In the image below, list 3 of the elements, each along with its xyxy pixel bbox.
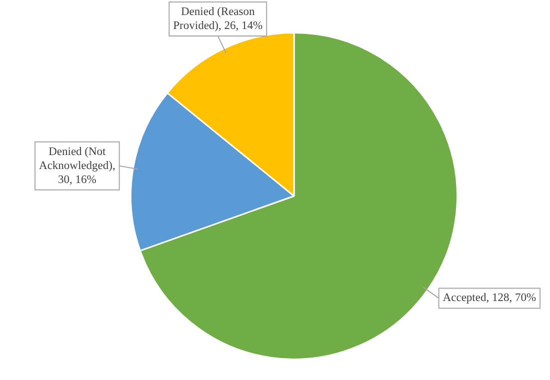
slice-label: Denied (Not Acknowledged), 30, 16% (39, 146, 116, 186)
slice-label: Denied (Reason Provided), 26, 14% (173, 6, 264, 32)
slice-label: Accepted, 128, 70% (442, 292, 536, 304)
